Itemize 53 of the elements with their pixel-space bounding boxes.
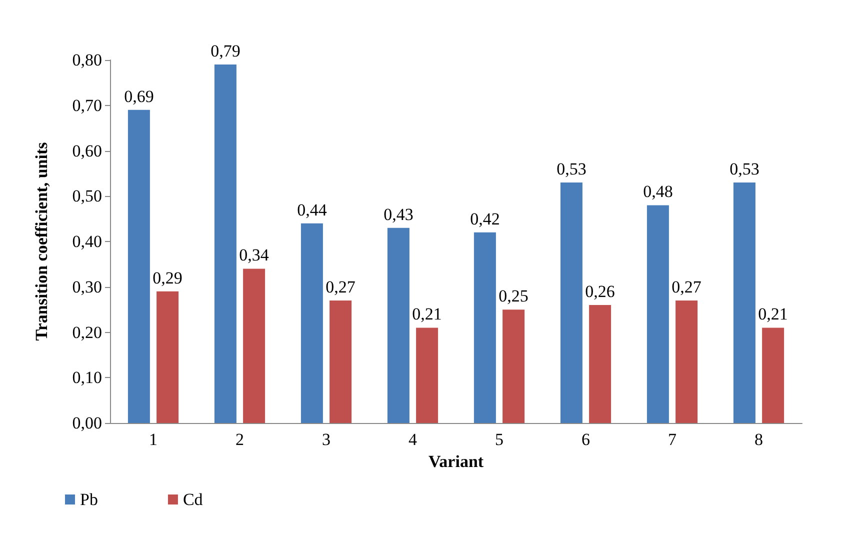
- x-tick-label: 7: [668, 430, 677, 449]
- legend-label: Pb: [80, 490, 98, 509]
- y-axis-title: Transition coefficient, units: [32, 142, 51, 341]
- data-label: 0,43: [384, 204, 414, 224]
- data-label: 0,48: [643, 182, 673, 202]
- data-label: 0,53: [730, 160, 760, 179]
- y-tick-label: 0,00: [72, 414, 102, 432]
- y-tick-label: 0,80: [72, 50, 102, 70]
- bar: [156, 291, 179, 423]
- bar: [676, 300, 698, 423]
- x-tick-label: 6: [582, 430, 590, 449]
- x-tick-label: 1: [149, 430, 158, 449]
- x-tick-label: 4: [408, 430, 418, 449]
- data-label: 0,69: [124, 86, 154, 106]
- bar: [214, 64, 236, 423]
- y-tick-label: 0,10: [72, 368, 102, 388]
- x-tick-label: 2: [236, 430, 244, 449]
- data-label: 0,79: [210, 42, 240, 61]
- y-tick-label: 0,30: [72, 277, 102, 296]
- x-tick-label: 8: [754, 430, 763, 449]
- data-label: 0,21: [758, 304, 788, 324]
- y-tick-label: 0,70: [72, 96, 102, 115]
- x-tick-label: 3: [322, 430, 330, 449]
- data-label: 0,34: [239, 246, 270, 265]
- data-label: 0,25: [498, 286, 528, 306]
- bar: [300, 223, 323, 423]
- y-tick-label: 0,50: [72, 186, 102, 206]
- bar: [502, 310, 525, 423]
- y-tick-label: 0,20: [72, 322, 102, 342]
- bar: [243, 268, 266, 423]
- data-label: 0,21: [412, 304, 442, 324]
- bar: [733, 182, 756, 423]
- data-label: 0,29: [152, 268, 182, 288]
- x-axis-title: Variant: [428, 452, 484, 471]
- bar: [387, 228, 410, 423]
- data-label: 0,27: [672, 277, 702, 296]
- x-tick-label: 5: [495, 430, 504, 449]
- data-label: 0,44: [297, 200, 328, 220]
- bar: [330, 300, 352, 423]
- bar: [474, 232, 496, 423]
- bar: [128, 110, 150, 423]
- y-tick-label: 0,40: [72, 232, 102, 251]
- bar: [646, 205, 669, 423]
- data-label: 0,26: [585, 282, 615, 302]
- legend-label: Cd: [182, 490, 204, 509]
- bar: [560, 182, 582, 423]
- y-tick-label: 0,60: [72, 141, 102, 160]
- data-label: 0,27: [326, 277, 356, 296]
- bar: [762, 328, 784, 423]
- bar: [589, 305, 612, 423]
- bar: [416, 328, 438, 423]
- data-label: 0,42: [470, 209, 500, 228]
- data-label: 0,53: [556, 160, 586, 179]
